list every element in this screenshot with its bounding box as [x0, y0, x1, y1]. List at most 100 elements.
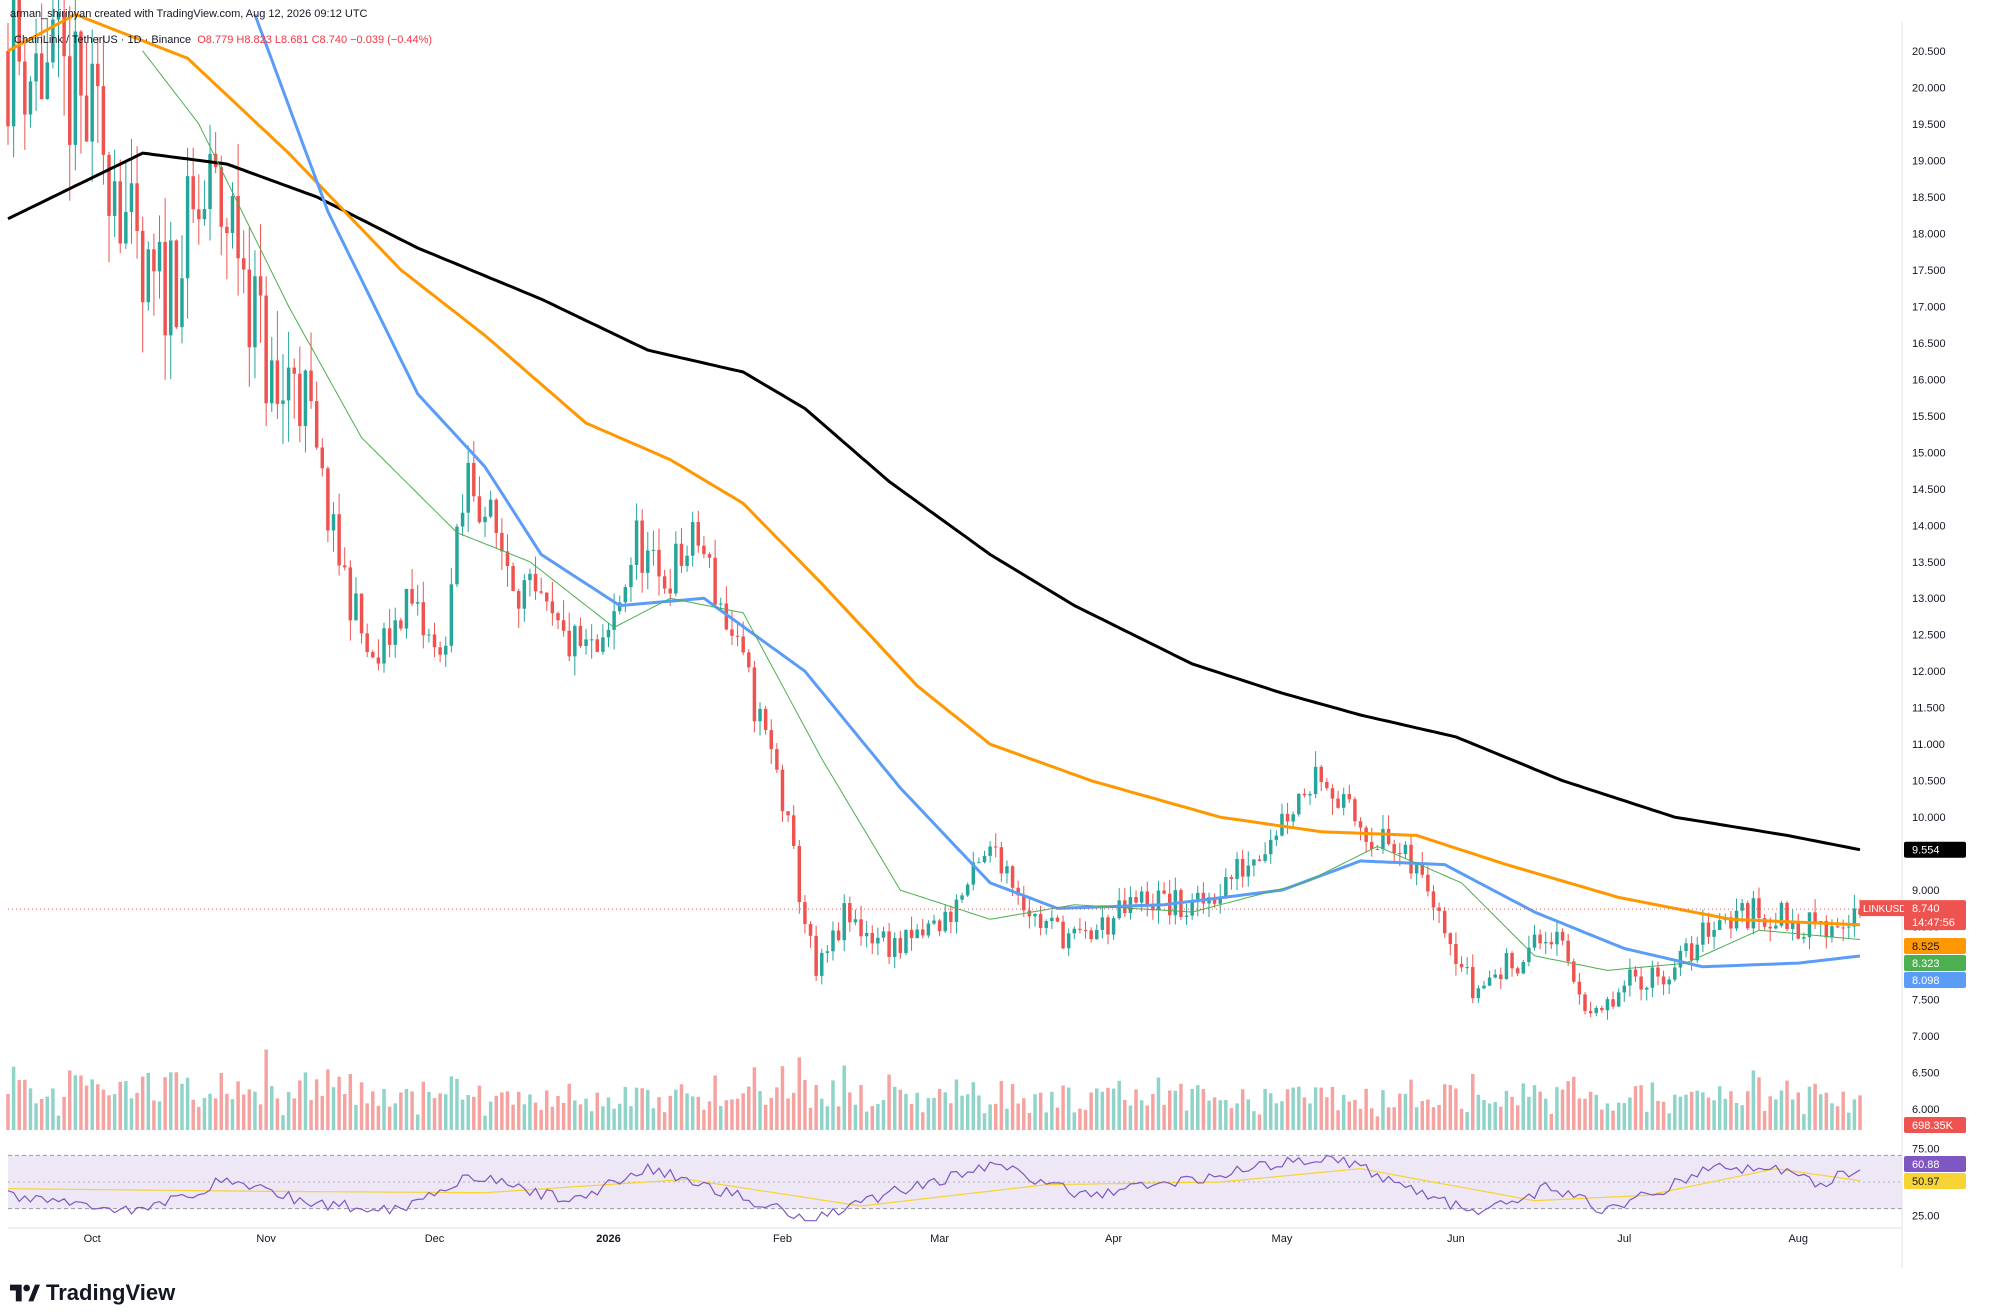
volume-bar: [1762, 1110, 1767, 1130]
volume-bar: [1128, 1105, 1133, 1130]
volume-bar: [444, 1094, 448, 1130]
volume-bar: [679, 1084, 684, 1130]
volume-bar: [1695, 1090, 1699, 1130]
volume-bar: [814, 1085, 818, 1130]
candle-body: [1095, 929, 1099, 940]
price-tick-label: 20.000: [1912, 82, 1946, 94]
candle-body: [157, 241, 162, 272]
volume-bar: [264, 1049, 268, 1130]
candle-body: [505, 551, 510, 567]
volume-bar: [500, 1092, 504, 1130]
candle-body: [1257, 859, 1262, 861]
price-axis[interactable]: 20.500 20.000 19.500 19.000 18.500 18.000 17.5…: [1912, 46, 1946, 1222]
volume-bar: [1078, 1108, 1082, 1130]
candle-body: [1212, 897, 1217, 904]
candle-body: [674, 543, 678, 594]
volume-bar: [1212, 1097, 1217, 1130]
time-axis[interactable]: Oct Nov Dec 2026 Feb Mar Apr May Jun Jul Aug: [84, 1233, 1808, 1245]
time-tick-label: Jul: [1617, 1233, 1631, 1245]
candle-body: [1835, 926, 1840, 928]
symbol-badge-bg: [1860, 900, 1906, 917]
candle-body: [1066, 933, 1071, 949]
candle-body: [393, 620, 397, 645]
candle-body: [1577, 981, 1582, 995]
volume-bar: [1751, 1070, 1756, 1130]
volume-bar: [1768, 1096, 1772, 1130]
volume-bar: [483, 1115, 487, 1130]
candle-body: [219, 167, 224, 227]
volume-bar: [1268, 1093, 1273, 1130]
symbol-price-badge[interactable]: LINKUSDT 8.740 14:47:56: [1860, 900, 1966, 931]
candle-body: [1218, 896, 1222, 904]
time-tick-label: 2026: [596, 1233, 620, 1245]
volume-bar: [617, 1103, 622, 1130]
axis-badge-bg: [1904, 841, 1966, 858]
volume-bar: [960, 1095, 964, 1130]
candle-body: [971, 862, 976, 885]
volume-bar: [965, 1094, 970, 1130]
volume-bar: [825, 1106, 830, 1130]
volume-bar: [786, 1098, 790, 1130]
time-tick-label: May: [1272, 1233, 1293, 1245]
chart-pane[interactable]: [8, 22, 1902, 1267]
symbol-label[interactable]: ChainLink / TetherUS · 1D · Binance: [14, 34, 192, 46]
volume-bar: [1420, 1101, 1424, 1130]
candle-body: [1330, 788, 1335, 799]
volume-bar: [864, 1111, 869, 1130]
volume-bar: [1297, 1086, 1301, 1130]
candle-body: [1701, 922, 1705, 945]
volume-bar: [803, 1079, 807, 1130]
candle-body: [1386, 828, 1391, 845]
candle-body: [1527, 947, 1531, 963]
candle-body: [1431, 891, 1436, 908]
price-tick-label: 14.000: [1912, 520, 1946, 532]
candle-body: [758, 708, 762, 722]
candle-body: [1358, 821, 1363, 828]
candle-body: [1291, 814, 1295, 822]
candle-body: [488, 499, 493, 517]
candle-body: [1196, 892, 1200, 903]
candle-body: [371, 652, 375, 658]
candle-body: [107, 154, 111, 216]
volume-bar: [1577, 1098, 1582, 1130]
candle-body: [438, 647, 442, 655]
volume-bar: [1139, 1100, 1144, 1130]
volume-bar: [1252, 1111, 1256, 1130]
candle-body: [528, 573, 532, 581]
volume-bar: [1521, 1083, 1526, 1130]
volume-bar: [926, 1098, 931, 1130]
candle-body: [365, 633, 369, 653]
candle-body: [432, 634, 437, 648]
volume-bar: [573, 1100, 577, 1130]
candle-body: [870, 932, 875, 944]
candle-body: [96, 63, 100, 87]
volume-bar: [1285, 1089, 1290, 1130]
volume-bar: [241, 1094, 246, 1130]
volume-bar: [1381, 1090, 1385, 1130]
volume-bar: [1162, 1104, 1166, 1130]
volume-bar: [1465, 1111, 1469, 1130]
volume-bar: [1431, 1107, 1436, 1130]
candle-body: [909, 929, 914, 939]
last-price-value: 8.740: [1912, 903, 1940, 915]
candle-body: [791, 815, 796, 846]
price-tick-label: 7.000: [1912, 1031, 1940, 1043]
volume-bar: [646, 1089, 650, 1130]
volume-bar: [73, 1075, 78, 1130]
candle-body: [803, 902, 807, 925]
candle-body: [1229, 877, 1234, 879]
volume-bar: [718, 1106, 723, 1130]
candle-body: [982, 855, 987, 863]
candle-body: [444, 645, 448, 655]
candle-body: [101, 86, 106, 155]
candle-body: [1639, 976, 1643, 990]
volume-bar: [1095, 1088, 1099, 1130]
candle-body: [898, 938, 903, 954]
volume-bar: [1027, 1112, 1032, 1130]
candle-body: [1746, 903, 1750, 929]
volume-bar: [1594, 1094, 1598, 1130]
candle-body: [848, 903, 852, 923]
volume-bar: [690, 1096, 695, 1130]
candle-body: [236, 195, 240, 259]
